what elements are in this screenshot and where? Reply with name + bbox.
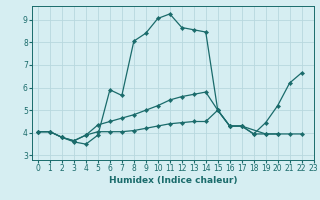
X-axis label: Humidex (Indice chaleur): Humidex (Indice chaleur) [108, 176, 237, 185]
